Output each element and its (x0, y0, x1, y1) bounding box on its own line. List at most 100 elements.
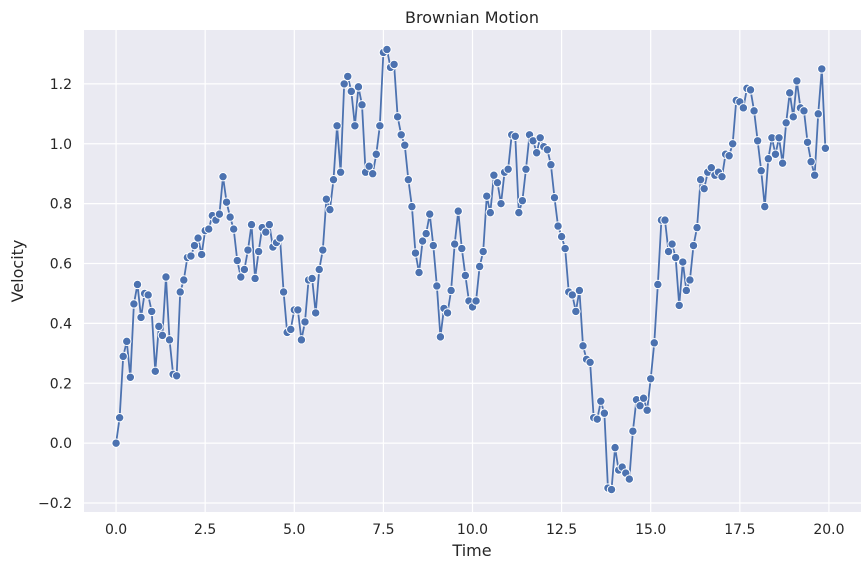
y-axis-label: Velocity (8, 240, 27, 303)
data-point (442, 308, 453, 318)
data-point (553, 221, 563, 231)
data-point (189, 240, 200, 251)
data-point (717, 171, 727, 182)
data-point (610, 442, 620, 453)
data-point (253, 246, 264, 257)
data-point (318, 245, 328, 255)
data-point (357, 100, 367, 110)
data-point (400, 140, 410, 150)
data-point (531, 148, 542, 158)
data-point (310, 308, 321, 318)
y-tick-label: 0.0 (50, 436, 72, 452)
data-point (407, 201, 417, 212)
data-point (186, 251, 196, 261)
data-point (521, 164, 531, 174)
data-point (339, 79, 349, 89)
data-point (809, 170, 820, 180)
data-point (417, 236, 428, 246)
y-tick-label: 1.0 (50, 137, 72, 153)
data-point (738, 103, 749, 113)
data-point (642, 405, 652, 415)
data-point (328, 174, 339, 185)
data-point (699, 183, 709, 194)
data-point (492, 177, 503, 188)
data-point (264, 219, 275, 230)
data-point (449, 239, 460, 249)
data-point (332, 121, 342, 131)
data-point (432, 281, 442, 291)
data-point (578, 341, 588, 351)
data-point (136, 312, 146, 323)
data-point (114, 412, 125, 423)
data-point (246, 219, 257, 230)
data-point (489, 170, 499, 180)
data-point (325, 204, 335, 215)
data-point (293, 305, 303, 315)
data-point (164, 335, 175, 345)
data-point (239, 264, 250, 275)
data-point (510, 131, 520, 141)
data-point (421, 228, 431, 239)
data-point (799, 106, 809, 116)
x-tick-label: 7.5 (372, 522, 394, 538)
data-point (788, 112, 798, 122)
series-markers (111, 44, 831, 495)
data-point (596, 396, 606, 406)
data-point (695, 174, 706, 185)
x-tick-label: 0.0 (105, 522, 127, 538)
data-point (428, 240, 438, 251)
data-point (453, 206, 463, 216)
data-point (542, 145, 553, 155)
data-point (663, 246, 674, 257)
data-point (175, 287, 185, 297)
data-point (749, 106, 759, 116)
data-point (143, 290, 153, 300)
data-point (286, 324, 296, 335)
data-point (624, 474, 635, 484)
data-point (774, 133, 784, 143)
x-tick-label: 5.0 (283, 522, 305, 538)
y-tick-label: 0.2 (50, 376, 72, 392)
data-point (646, 374, 656, 384)
data-point (346, 86, 357, 97)
data-point (353, 82, 364, 92)
x-tick-label: 12.5 (546, 522, 577, 538)
data-point (599, 408, 610, 418)
data-point (706, 163, 717, 173)
data-point (364, 161, 374, 171)
data-point (382, 44, 392, 55)
data-point (228, 224, 239, 234)
data-point (770, 149, 781, 159)
data-point (781, 118, 791, 128)
data-point (606, 484, 617, 495)
data-point (157, 330, 168, 341)
x-tick-label: 2.5 (194, 522, 216, 538)
data-point (392, 112, 403, 122)
data-point (496, 198, 506, 209)
data-point (425, 209, 435, 219)
x-tick-label: 10.0 (457, 522, 488, 538)
data-point (446, 285, 456, 296)
data-point (514, 207, 524, 218)
data-point (389, 59, 399, 70)
data-point (745, 85, 756, 95)
data-point (154, 321, 164, 332)
data-point (435, 332, 446, 342)
y-tick-labels: −0.2 0.0 0.2 0.4 0.6 0.8 1.0 1.2 (38, 77, 72, 512)
data-point (122, 336, 132, 347)
data-point (685, 275, 695, 285)
data-point (300, 317, 310, 327)
data-point (727, 139, 738, 149)
y-tick-label: −0.2 (38, 496, 72, 512)
data-point (161, 272, 171, 282)
data-point (474, 261, 485, 272)
data-point (556, 231, 567, 242)
data-point (218, 171, 228, 182)
data-point (777, 158, 788, 168)
data-point (752, 136, 763, 146)
x-axis-label: Time (451, 541, 491, 560)
data-point (649, 338, 659, 348)
data-point (371, 149, 381, 159)
data-point (817, 64, 827, 74)
data-point (471, 296, 481, 306)
